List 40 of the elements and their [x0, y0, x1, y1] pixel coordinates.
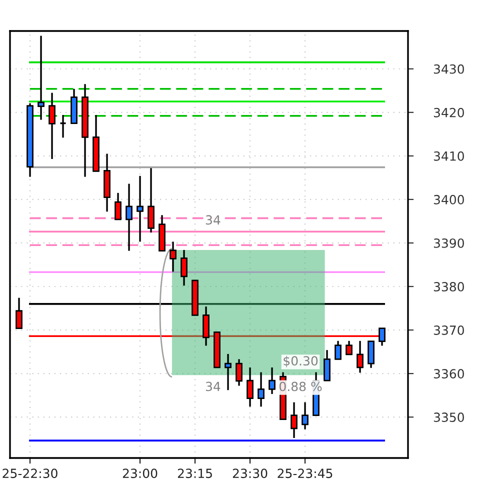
candlestick [368, 340, 374, 369]
y-tick-label: 3430 [434, 64, 464, 74]
candlestick [290, 401, 298, 439]
candlestick [114, 192, 122, 220]
candlestick [16, 296, 22, 330]
candlestick [136, 175, 144, 243]
y-tick-label: 3380 [434, 282, 464, 292]
y-tick-label: 3370 [434, 326, 464, 335]
candlestick [334, 340, 342, 360]
candlestick [378, 327, 386, 347]
candlestick [126, 182, 132, 252]
y-tick-label: 3420 [434, 108, 464, 118]
candlestick [246, 366, 254, 408]
x-tick-label: 25-23:45 [278, 468, 332, 478]
candlestick [148, 167, 154, 234]
y-tick-label: 3400 [434, 194, 464, 204]
candlestick [170, 240, 176, 273]
candlestick [324, 349, 330, 382]
x-tick-label: 23:00 [122, 468, 158, 478]
y-tick-label: 3350 [434, 412, 464, 422]
candlestick [302, 401, 308, 430]
candlestick [38, 34, 44, 121]
x-tick-label: 25-22:30 [2, 468, 58, 478]
y-tick-label: 3360 [434, 369, 464, 378]
candlestick [180, 249, 188, 286]
annotation: 0.88 % [280, 382, 322, 392]
candlestick [268, 366, 276, 395]
candlestick [356, 340, 364, 374]
candlestick [258, 371, 264, 408]
x-tick-label: 23:15 [178, 468, 212, 478]
annotation: $0.30 [284, 356, 318, 368]
candlestick [48, 92, 56, 160]
annotation: 34 [206, 382, 220, 392]
x-tick-label: 23:30 [232, 468, 268, 478]
y-tick-label: 3390 [434, 238, 464, 248]
y-tick-label: 3410 [434, 151, 464, 161]
candlestick [346, 340, 352, 356]
annotation: 34 [206, 215, 220, 225]
candlestick [236, 358, 242, 387]
candlestick [224, 353, 232, 391]
